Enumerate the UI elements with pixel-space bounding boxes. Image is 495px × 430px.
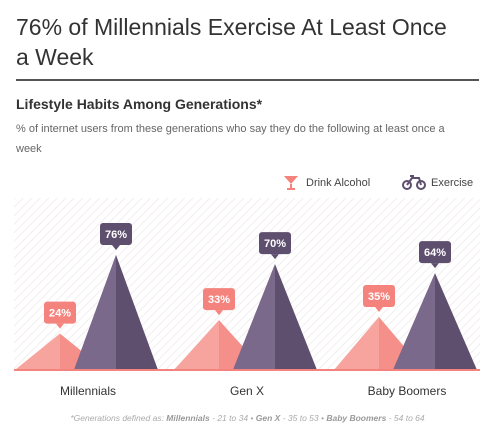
footnote-range: - 21 to 34: [212, 413, 249, 423]
category-label: Baby Boomers: [368, 384, 447, 398]
label-box: [203, 288, 235, 311]
category-label: Millennials: [60, 384, 116, 398]
label-box: [419, 241, 451, 264]
triangle-shade: [393, 273, 435, 370]
footnote-name: Gen X: [255, 413, 281, 423]
triangle-shade: [174, 320, 219, 370]
label-box: [44, 301, 76, 324]
triangle-shade: [334, 317, 379, 370]
title: 76% of Millennials Exercise At Least Onc…: [16, 14, 447, 70]
title-rule: [16, 79, 479, 81]
triangle-shade: [74, 255, 116, 370]
triangle-shade: [233, 264, 275, 370]
value-label: 64%: [424, 247, 446, 259]
footnote-range: - 54 to 64: [388, 413, 425, 423]
triangle-shade: [15, 333, 60, 370]
footnote-name: Baby Boomers: [326, 413, 387, 423]
value-label: 35%: [368, 291, 390, 303]
label-box: [259, 232, 291, 255]
subheading: Lifestyle Habits Among Generations*: [16, 96, 263, 112]
label-pointer: [56, 323, 64, 329]
subtitle: % of internet users from these generatio…: [16, 123, 445, 155]
legend-label: Exercise: [431, 177, 473, 189]
value-label: 33%: [208, 294, 230, 306]
footnote-range: - 35 to 53: [282, 413, 319, 423]
legend-label: Drink Alcohol: [306, 177, 370, 189]
legend-icon-exercise: [402, 175, 426, 190]
label-box: [100, 223, 132, 245]
label-pointer: [431, 263, 439, 269]
label-pointer: [112, 245, 120, 250]
label-pointer: [215, 310, 223, 316]
label-pointer: [375, 307, 383, 313]
value-label: 24%: [49, 308, 71, 320]
legend-icon-alcohol: [284, 176, 298, 190]
footnote: *Generations defined as: Millennials - 2…: [70, 413, 425, 423]
label-pointer: [271, 254, 279, 260]
footnote-prefix: *Generations defined as:: [70, 413, 164, 423]
label-box: [363, 285, 395, 308]
value-label: 70%: [264, 238, 286, 250]
footnote-name: Millennials: [166, 413, 210, 423]
value-label: 76%: [105, 229, 127, 241]
category-label: Gen X: [230, 384, 264, 398]
